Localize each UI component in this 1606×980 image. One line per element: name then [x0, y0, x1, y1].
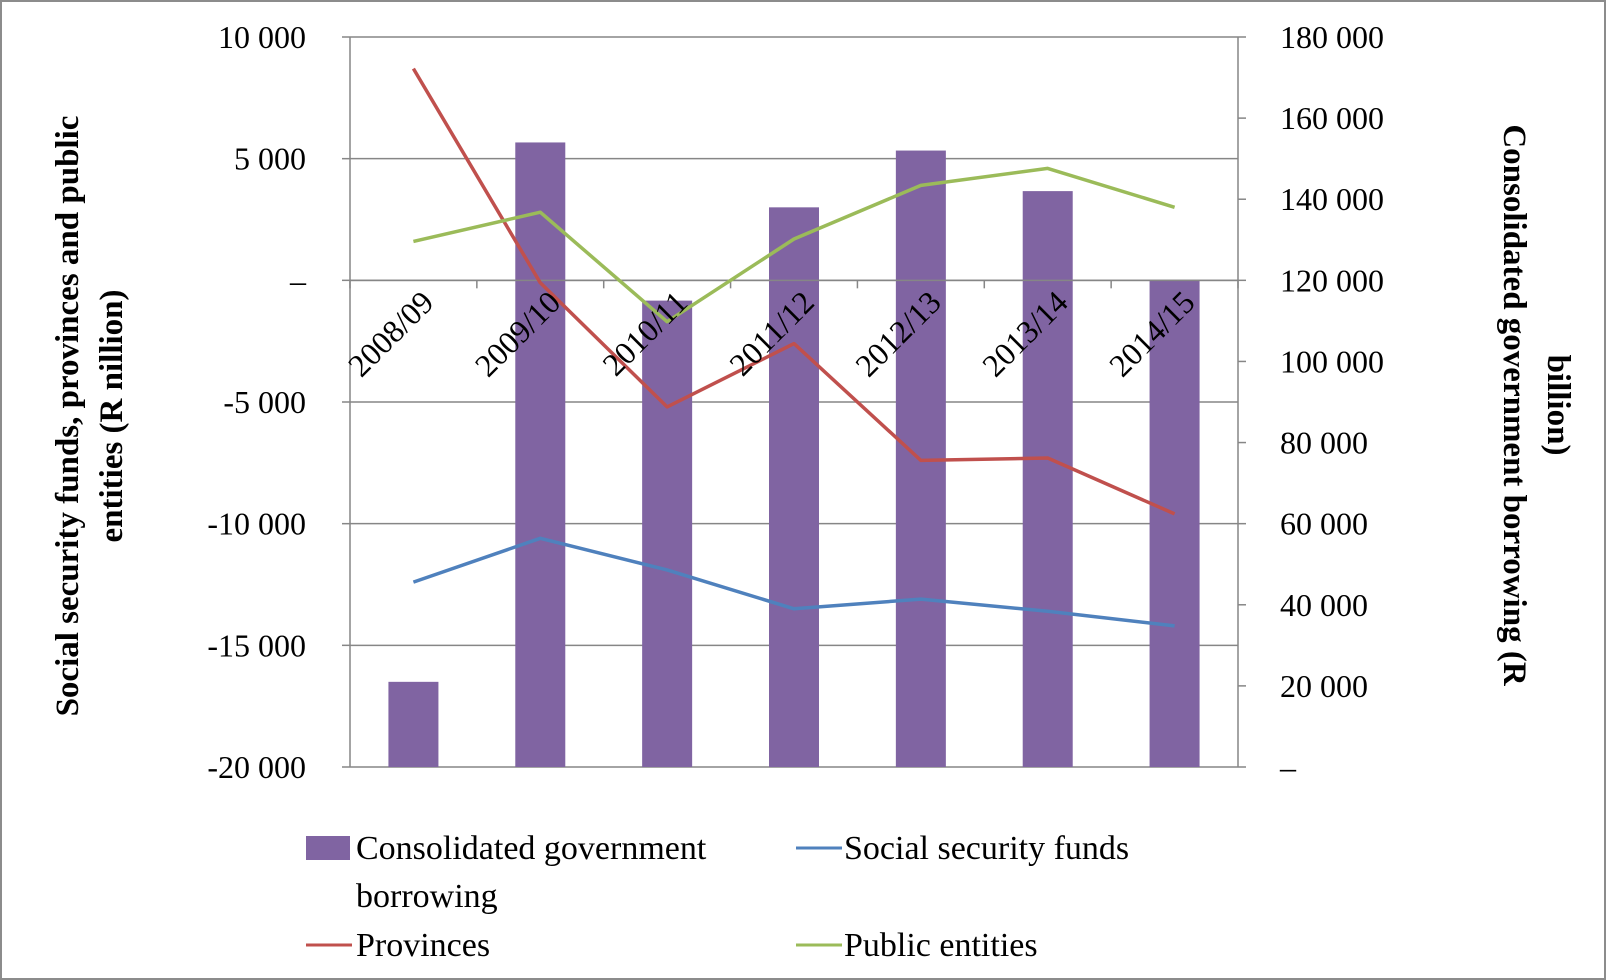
right-tick-label: 160 000	[1280, 100, 1384, 136]
legend-label-consolidated-borrowing-line1: Consolidated government	[356, 830, 707, 867]
line-series	[411, 67, 1176, 628]
right-axis-ticks: 180 000 160 000 140 000 120 000 100 000 80 00…	[1279, 19, 1384, 785]
axes	[342, 36, 1246, 768]
right-tick-label: 120 000	[1280, 262, 1384, 298]
left-tick-label: -20 000	[207, 749, 306, 785]
left-axis-ticks: 10 000 5 000 – -5 000 -10 000 -15 000 -20 000	[207, 19, 307, 785]
right-axis-title-line2: billion)	[1540, 355, 1576, 456]
line-public-entities	[413, 166, 1176, 324]
right-tick-label: 180 000	[1280, 19, 1384, 55]
right-tick-label: –	[1279, 749, 1297, 785]
left-tick-label: -15 000	[207, 627, 306, 663]
bar-consolidated-borrowing	[515, 142, 566, 767]
right-tick-label: 40 000	[1280, 587, 1368, 623]
right-axis-title-line1: Consolidated government borrowing (R	[1496, 124, 1532, 686]
left-tick-label: -10 000	[207, 506, 306, 542]
right-tick-label: 60 000	[1280, 506, 1368, 542]
category-label: 2008/09	[341, 284, 441, 384]
left-tick-label: –	[289, 262, 307, 298]
left-axis-title-line1: Social security funds, provinces and pub…	[50, 116, 86, 717]
bar-consolidated-borrowing	[1149, 280, 1200, 767]
right-tick-label: 80 000	[1280, 425, 1368, 461]
legend-label-provinces: Provinces	[356, 927, 490, 964]
right-tick-label: 20 000	[1280, 668, 1368, 704]
left-axis-title-line2: entities (R nillion)	[94, 290, 130, 543]
legend-label-public-entities: Public entities	[844, 927, 1038, 964]
left-tick-label: 5 000	[234, 141, 306, 177]
legend-label-consolidated-borrowing-line2: borrowing	[356, 878, 498, 915]
legend: Consolidated government borrowing Social…	[306, 830, 1129, 964]
left-tick-label: 10 000	[218, 19, 306, 55]
bar-series	[388, 142, 1200, 768]
right-tick-label: 100 000	[1280, 343, 1384, 379]
bar-consolidated-borrowing	[769, 207, 819, 768]
line-social-security-funds	[412, 536, 1175, 628]
bar-consolidated-borrowing	[1022, 191, 1073, 768]
legend-label-social-security-funds: Social security funds	[844, 830, 1129, 867]
right-tick-label: 140 000	[1280, 181, 1384, 217]
legend-swatch-consolidated-borrowing	[306, 836, 350, 860]
bar-consolidated-borrowing	[642, 300, 693, 767]
line-provinces	[411, 67, 1176, 516]
left-tick-label: -5 000	[223, 384, 306, 420]
bar-consolidated-borrowing	[388, 681, 439, 767]
